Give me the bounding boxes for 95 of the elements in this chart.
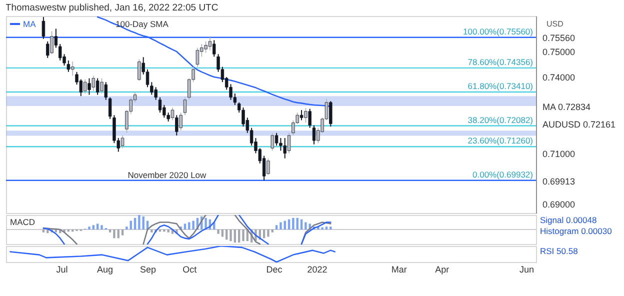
- y-tick-label: 0.75560: [542, 32, 576, 43]
- ref-line-label: 61.80%(0.73410): [468, 81, 534, 92]
- y-tick-label: 0.75000: [542, 47, 576, 58]
- annotation: November 2020 Low: [128, 170, 208, 180]
- candlestick: [50, 30, 54, 55]
- candlestick: [58, 43, 62, 61]
- bar: [271, 230, 274, 232]
- candlestick: [204, 40, 208, 54]
- candlestick: [138, 58, 141, 82]
- candlestick: [266, 158, 270, 176]
- y-tick-label: AUDUSD 0.72161: [542, 119, 616, 130]
- annotation: 100-Day SMA: [116, 18, 169, 29]
- bar: [134, 218, 136, 230]
- bar: [226, 230, 228, 240]
- bar: [100, 225, 103, 230]
- candlestick: [158, 96, 162, 114]
- bar: [288, 219, 290, 230]
- bar: [126, 226, 128, 230]
- candlestick: [154, 86, 158, 100]
- x-tick-label: Aug: [97, 264, 114, 274]
- text: Histogram 0.00030: [540, 226, 612, 236]
- bar: [167, 230, 170, 232]
- y-axis-title: USD: [546, 20, 564, 28]
- bar: [138, 215, 140, 230]
- candlestick: [42, 16, 46, 40]
- bar: [300, 219, 303, 230]
- bar: [296, 218, 298, 230]
- x-tick-label: Oct: [182, 264, 198, 274]
- ref-line-label: 0.00%(0.69932): [472, 169, 534, 180]
- y-tick-label: 0.71000: [542, 148, 576, 159]
- candlestick: [104, 82, 108, 100]
- text: Signal 0.00048: [540, 215, 597, 225]
- bar: [113, 230, 116, 238]
- candlestick: [308, 108, 312, 128]
- bar: [304, 222, 307, 230]
- x-tick-label: Sep: [140, 264, 156, 274]
- bar: [242, 230, 244, 242]
- y-tick-label: 0.74000: [542, 72, 576, 83]
- bar: [325, 226, 328, 230]
- candlestick: [70, 61, 74, 76]
- candlestick: [196, 47, 200, 68]
- bar: [267, 230, 270, 237]
- text: RSI 50.58: [540, 246, 578, 256]
- bar: [238, 230, 240, 243]
- bar: [92, 225, 95, 230]
- ref-line-label: 23.60%(0.71260): [468, 136, 534, 146]
- bar: [96, 224, 99, 230]
- x-tick-label: Mar: [391, 264, 407, 274]
- bar: [221, 230, 224, 237]
- candlestick: [304, 108, 308, 124]
- candlestick: [150, 82, 154, 96]
- x-tick-label: Apr: [435, 264, 450, 274]
- x-tick-label: 2022: [307, 264, 328, 274]
- ref-line-label: 100.00%(0.75560): [463, 26, 534, 36]
- bar: [192, 220, 194, 230]
- bar: [150, 230, 153, 232]
- x-tick-label: Jul: [56, 264, 68, 274]
- candlestick: [274, 132, 278, 146]
- bar: [230, 230, 232, 242]
- x-tick-label: Dec: [266, 264, 283, 274]
- candlestick: [183, 96, 187, 116]
- chart-title: MACD: [10, 217, 36, 227]
- bar: [88, 226, 90, 230]
- bar: [184, 224, 186, 230]
- bar: [234, 230, 236, 243]
- candlestick: [242, 107, 245, 128]
- y-tick-label: 0.69913: [542, 176, 576, 186]
- y-tick-label: MA 0.72834: [542, 102, 591, 112]
- candlestick: [83, 78, 87, 94]
- bar: [292, 218, 294, 230]
- bar: [121, 230, 124, 236]
- candlestick: [329, 100, 332, 128]
- candlestick: [312, 124, 316, 145]
- candlestick: [279, 138, 282, 152]
- bar: [330, 226, 332, 230]
- ref-line-label: 78.60%(0.74356): [468, 56, 534, 67]
- x-tick-label: Jun: [520, 264, 534, 274]
- bar: [280, 222, 282, 230]
- candlestick: [100, 78, 104, 94]
- ref-line-label: 38.20%(0.72082): [468, 114, 534, 125]
- candlestick: [120, 134, 124, 149]
- candlestick: [300, 110, 304, 121]
- legend-label: MA: [23, 19, 36, 29]
- candlestick: [179, 112, 182, 131]
- candlestick: [208, 36, 212, 51]
- bar: [217, 230, 220, 234]
- y-tick-label: 0.69000: [542, 200, 576, 210]
- chart-title: Thomaswestw published, Jan 16, 2022 22:05 UTC: [5, 2, 218, 14]
- bar: [275, 225, 278, 230]
- bar: [142, 216, 144, 230]
- bar: [42, 230, 45, 232]
- candlestick: [88, 78, 91, 96]
- candlestick: [92, 75, 96, 92]
- candlestick: [96, 78, 100, 96]
- bar: [108, 230, 112, 232]
